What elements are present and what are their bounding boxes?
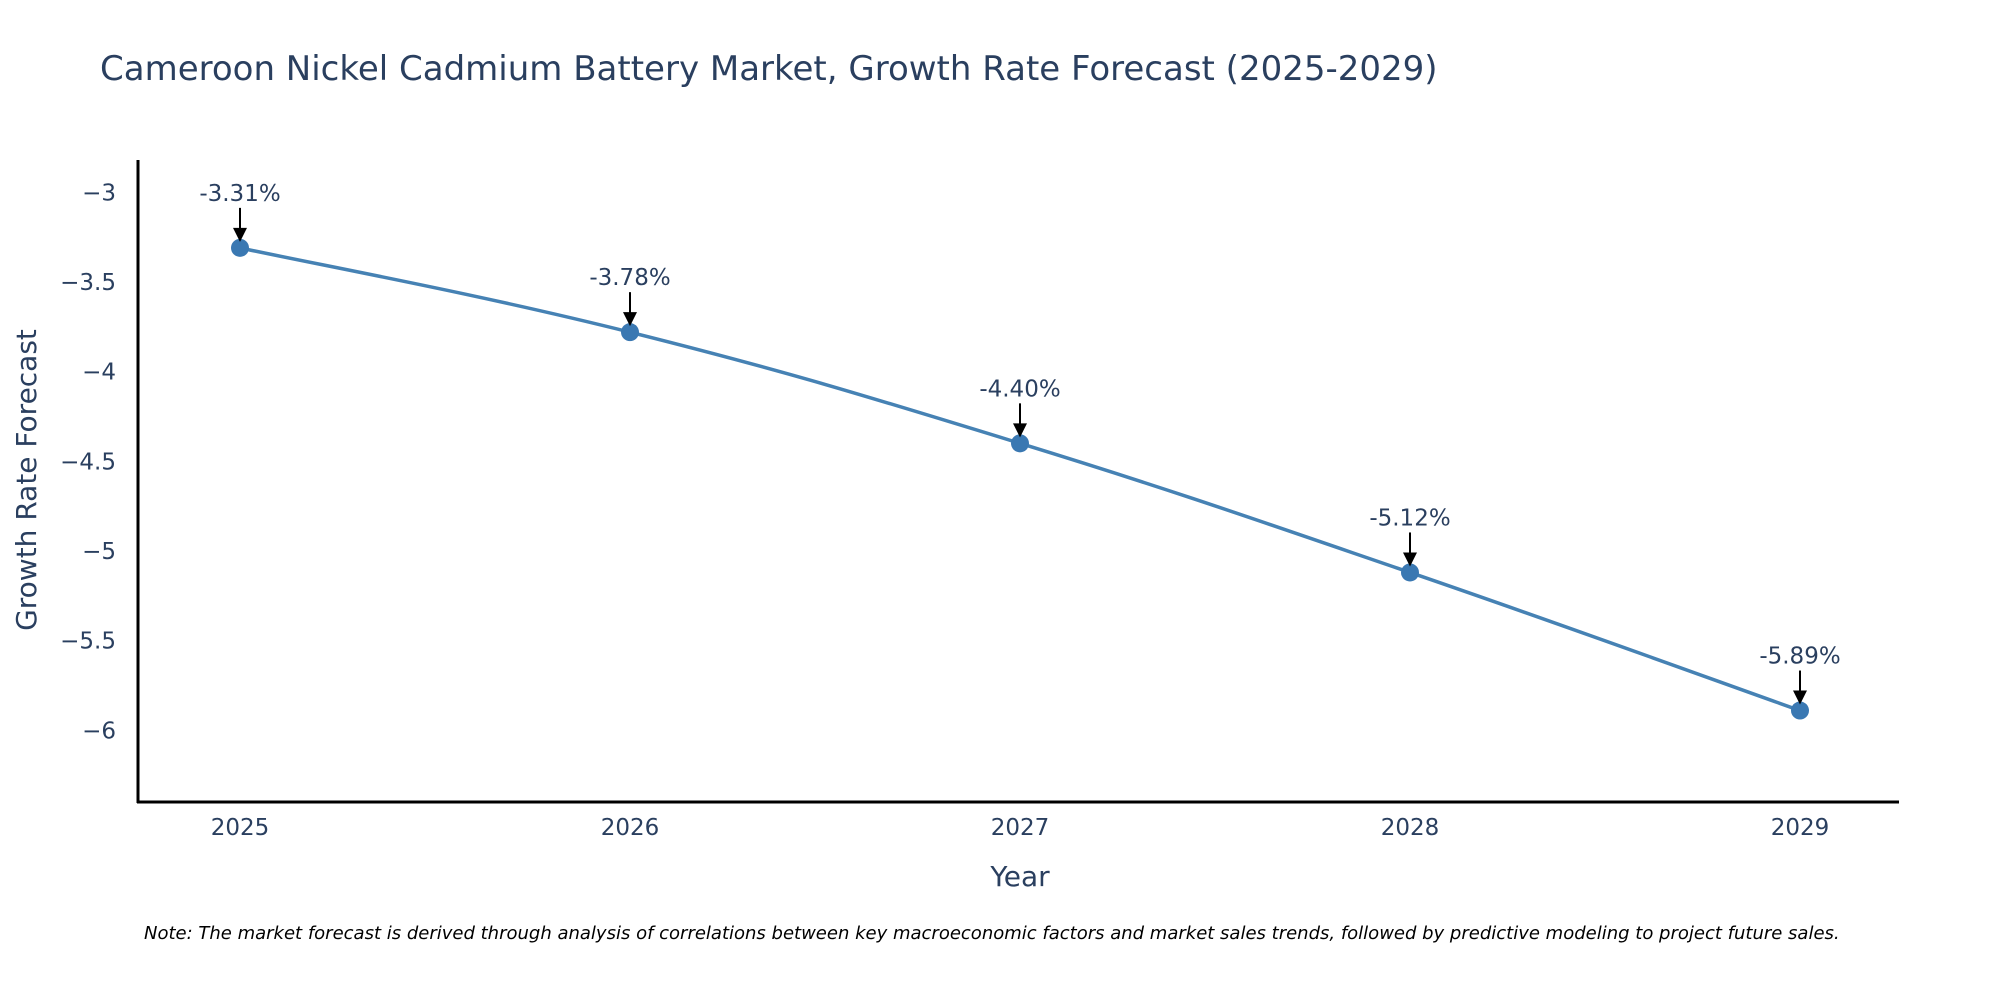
- x-tick-label: 2029: [1771, 815, 1830, 841]
- x-tick-label: 2028: [1381, 815, 1440, 841]
- data-point: [1011, 434, 1029, 453]
- x-tick-label: 2026: [601, 815, 660, 841]
- data-label: -3.78%: [589, 265, 670, 291]
- y-tick-label: −4: [82, 360, 116, 386]
- x-ticks: 2025 2026 2027 2028 2029: [211, 815, 1830, 841]
- data-label: -3.31%: [199, 181, 280, 207]
- y-tick-label: −3.5: [60, 270, 116, 296]
- y-tick-label: −6: [82, 718, 116, 744]
- data-label: -4.40%: [979, 376, 1060, 402]
- series-line: [239, 246, 1801, 713]
- data-point: [1401, 563, 1419, 582]
- footnote: Note: The market forecast is derived thr…: [144, 923, 1840, 944]
- annotation-arrow-head: [1793, 690, 1807, 705]
- annotation-arrow-head: [1013, 423, 1027, 438]
- x-tick-label: 2027: [991, 815, 1050, 841]
- annotation-arrow-head: [623, 312, 637, 327]
- axes: [136, 160, 1899, 804]
- y-tick-label: −5: [82, 539, 116, 565]
- data-markers: [231, 238, 1809, 720]
- x-tick-label: 2025: [211, 815, 270, 841]
- data-point: [1791, 701, 1809, 720]
- y-ticks: −3 −3.5 −4 −4.5 −5 −5.5 −6: [60, 180, 116, 744]
- annotation-arrow-head: [1403, 552, 1417, 567]
- annotation-arrow-head: [233, 227, 247, 242]
- y-axis-title: Growth Rate Forecast: [10, 329, 43, 631]
- data-label: -5.12%: [1369, 505, 1450, 531]
- y-tick-label: −5.5: [60, 629, 116, 655]
- y-tick-label: −4.5: [60, 449, 116, 475]
- data-annotations: -3.31% -3.78% -4.40% -5.12% -5.89%: [199, 181, 1841, 705]
- data-point: [621, 323, 639, 342]
- chart-title: Cameroon Nickel Cadmium Battery Market, …: [100, 49, 1438, 89]
- x-axis-title: Year: [989, 860, 1050, 893]
- data-label: -5.89%: [1759, 644, 1840, 670]
- data-point: [231, 238, 249, 257]
- y-tick-label: −3: [82, 180, 116, 206]
